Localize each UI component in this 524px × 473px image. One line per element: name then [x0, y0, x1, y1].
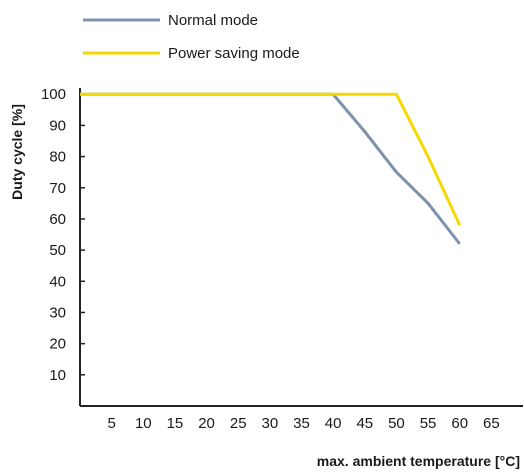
axes [79, 88, 523, 407]
x-tick-label: 10 [135, 415, 152, 432]
y-tick-label: 40 [49, 273, 66, 290]
x-tick-label: 50 [388, 415, 405, 432]
y-tick-label: 60 [49, 211, 66, 228]
y-tick-label: 50 [49, 242, 66, 259]
legend-label: Normal mode [168, 12, 258, 29]
x-tick-label: 60 [451, 415, 468, 432]
y-tick-label: 100 [41, 86, 66, 103]
legend-label: Power saving mode [168, 45, 300, 62]
x-tick-label: 55 [420, 415, 437, 432]
x-tick-label: 40 [325, 415, 342, 432]
x-tick-label: 30 [262, 415, 279, 432]
y-tick-label: 90 [49, 117, 66, 134]
y-tick-label: 30 [49, 304, 66, 321]
x-tick-label: 25 [230, 415, 247, 432]
tick-labels: 10 20 30 40 50 60 70 80 90 100 5 10 15 20 25 30 35 40 45 50… [41, 86, 500, 432]
x-tick-label: 35 [293, 415, 310, 432]
legend: Normal mode Power saving mode [83, 12, 300, 62]
x-tick-label: 65 [483, 415, 500, 432]
y-axis-title: Duty cycle [%] [9, 104, 25, 200]
series-line-power-saving-mode [80, 92, 462, 226]
y-tick-label: 20 [49, 336, 66, 353]
y-tick-label: 10 [49, 367, 66, 384]
x-tick-label: 20 [198, 415, 215, 432]
y-tick-label: 70 [49, 180, 66, 197]
series-line-normal-mode [80, 92, 461, 245]
y-tick-label: 80 [49, 149, 66, 166]
x-axis-title: max. ambient temperature [°C] [317, 453, 520, 469]
x-tick-label: 15 [167, 415, 184, 432]
x-tick-label: 5 [107, 415, 115, 432]
x-tick-label: 45 [356, 415, 373, 432]
series-lines [79, 92, 462, 245]
